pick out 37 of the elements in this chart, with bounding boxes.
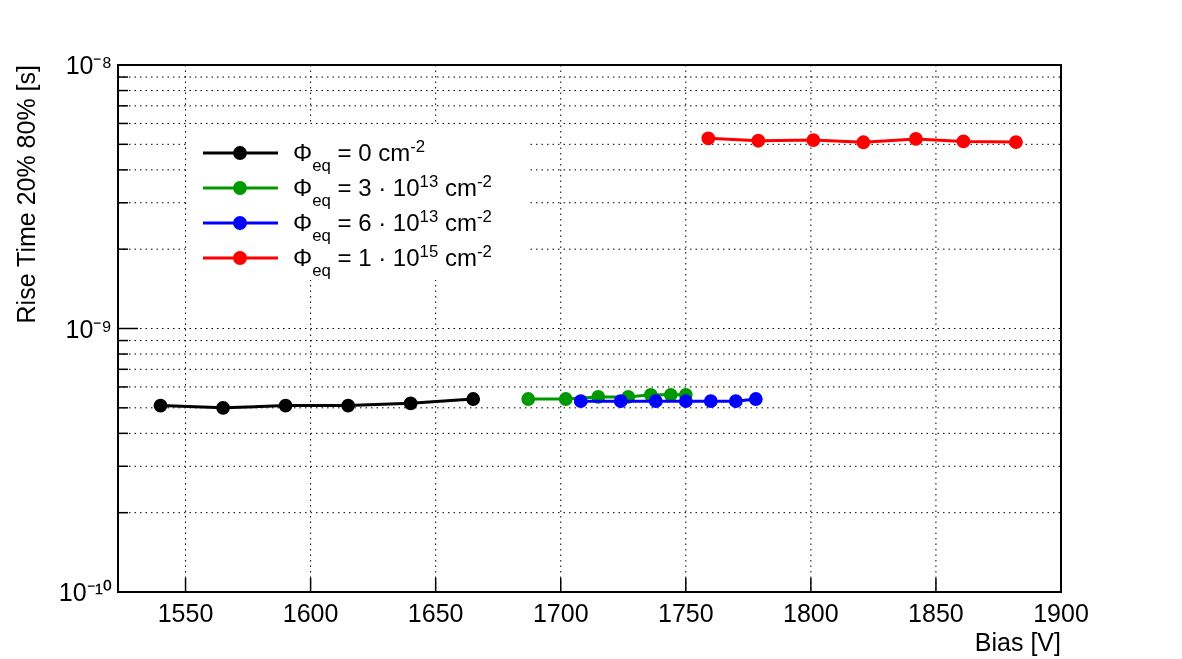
point — [153, 398, 168, 413]
point — [403, 396, 418, 411]
y-tick-label: 10⁻¹⁰ — [58, 578, 112, 606]
point — [806, 133, 821, 147]
point — [613, 394, 628, 409]
point — [216, 400, 230, 415]
point — [521, 392, 536, 406]
point — [341, 398, 356, 413]
point — [728, 394, 743, 409]
x-tick-label: 1850 — [908, 599, 964, 627]
x-tick-label: 1600 — [282, 599, 339, 627]
x-tick-label: 1650 — [407, 599, 464, 627]
point — [466, 392, 481, 406]
point — [278, 398, 293, 413]
x-tick-label: 1700 — [532, 599, 589, 627]
point — [909, 132, 923, 146]
x-tick-label: 1900 — [1033, 599, 1089, 627]
point — [751, 133, 766, 148]
x-tick-label: 1800 — [783, 599, 839, 627]
point — [703, 394, 718, 409]
y-tick-label: 10⁻⁸ — [65, 51, 112, 79]
y-axis-title: Rise Time 20% 80% [s] — [12, 65, 40, 324]
point — [648, 394, 663, 409]
point — [573, 394, 588, 409]
point — [748, 392, 763, 406]
x-axis-title: Bias [V] — [974, 628, 1061, 656]
y-tick-label: 10⁻⁹ — [65, 314, 112, 343]
point — [701, 131, 716, 146]
point — [558, 392, 573, 406]
point — [663, 387, 678, 402]
point — [956, 134, 971, 149]
x-tick-label: 1550 — [157, 599, 214, 627]
point — [678, 394, 693, 409]
point — [856, 135, 871, 150]
legend-label: Φ$_{eq}$ = 0 cm$^{-2}$ — [293, 136, 426, 175]
point — [1009, 135, 1023, 149]
x-tick-label: 1750 — [657, 599, 714, 627]
